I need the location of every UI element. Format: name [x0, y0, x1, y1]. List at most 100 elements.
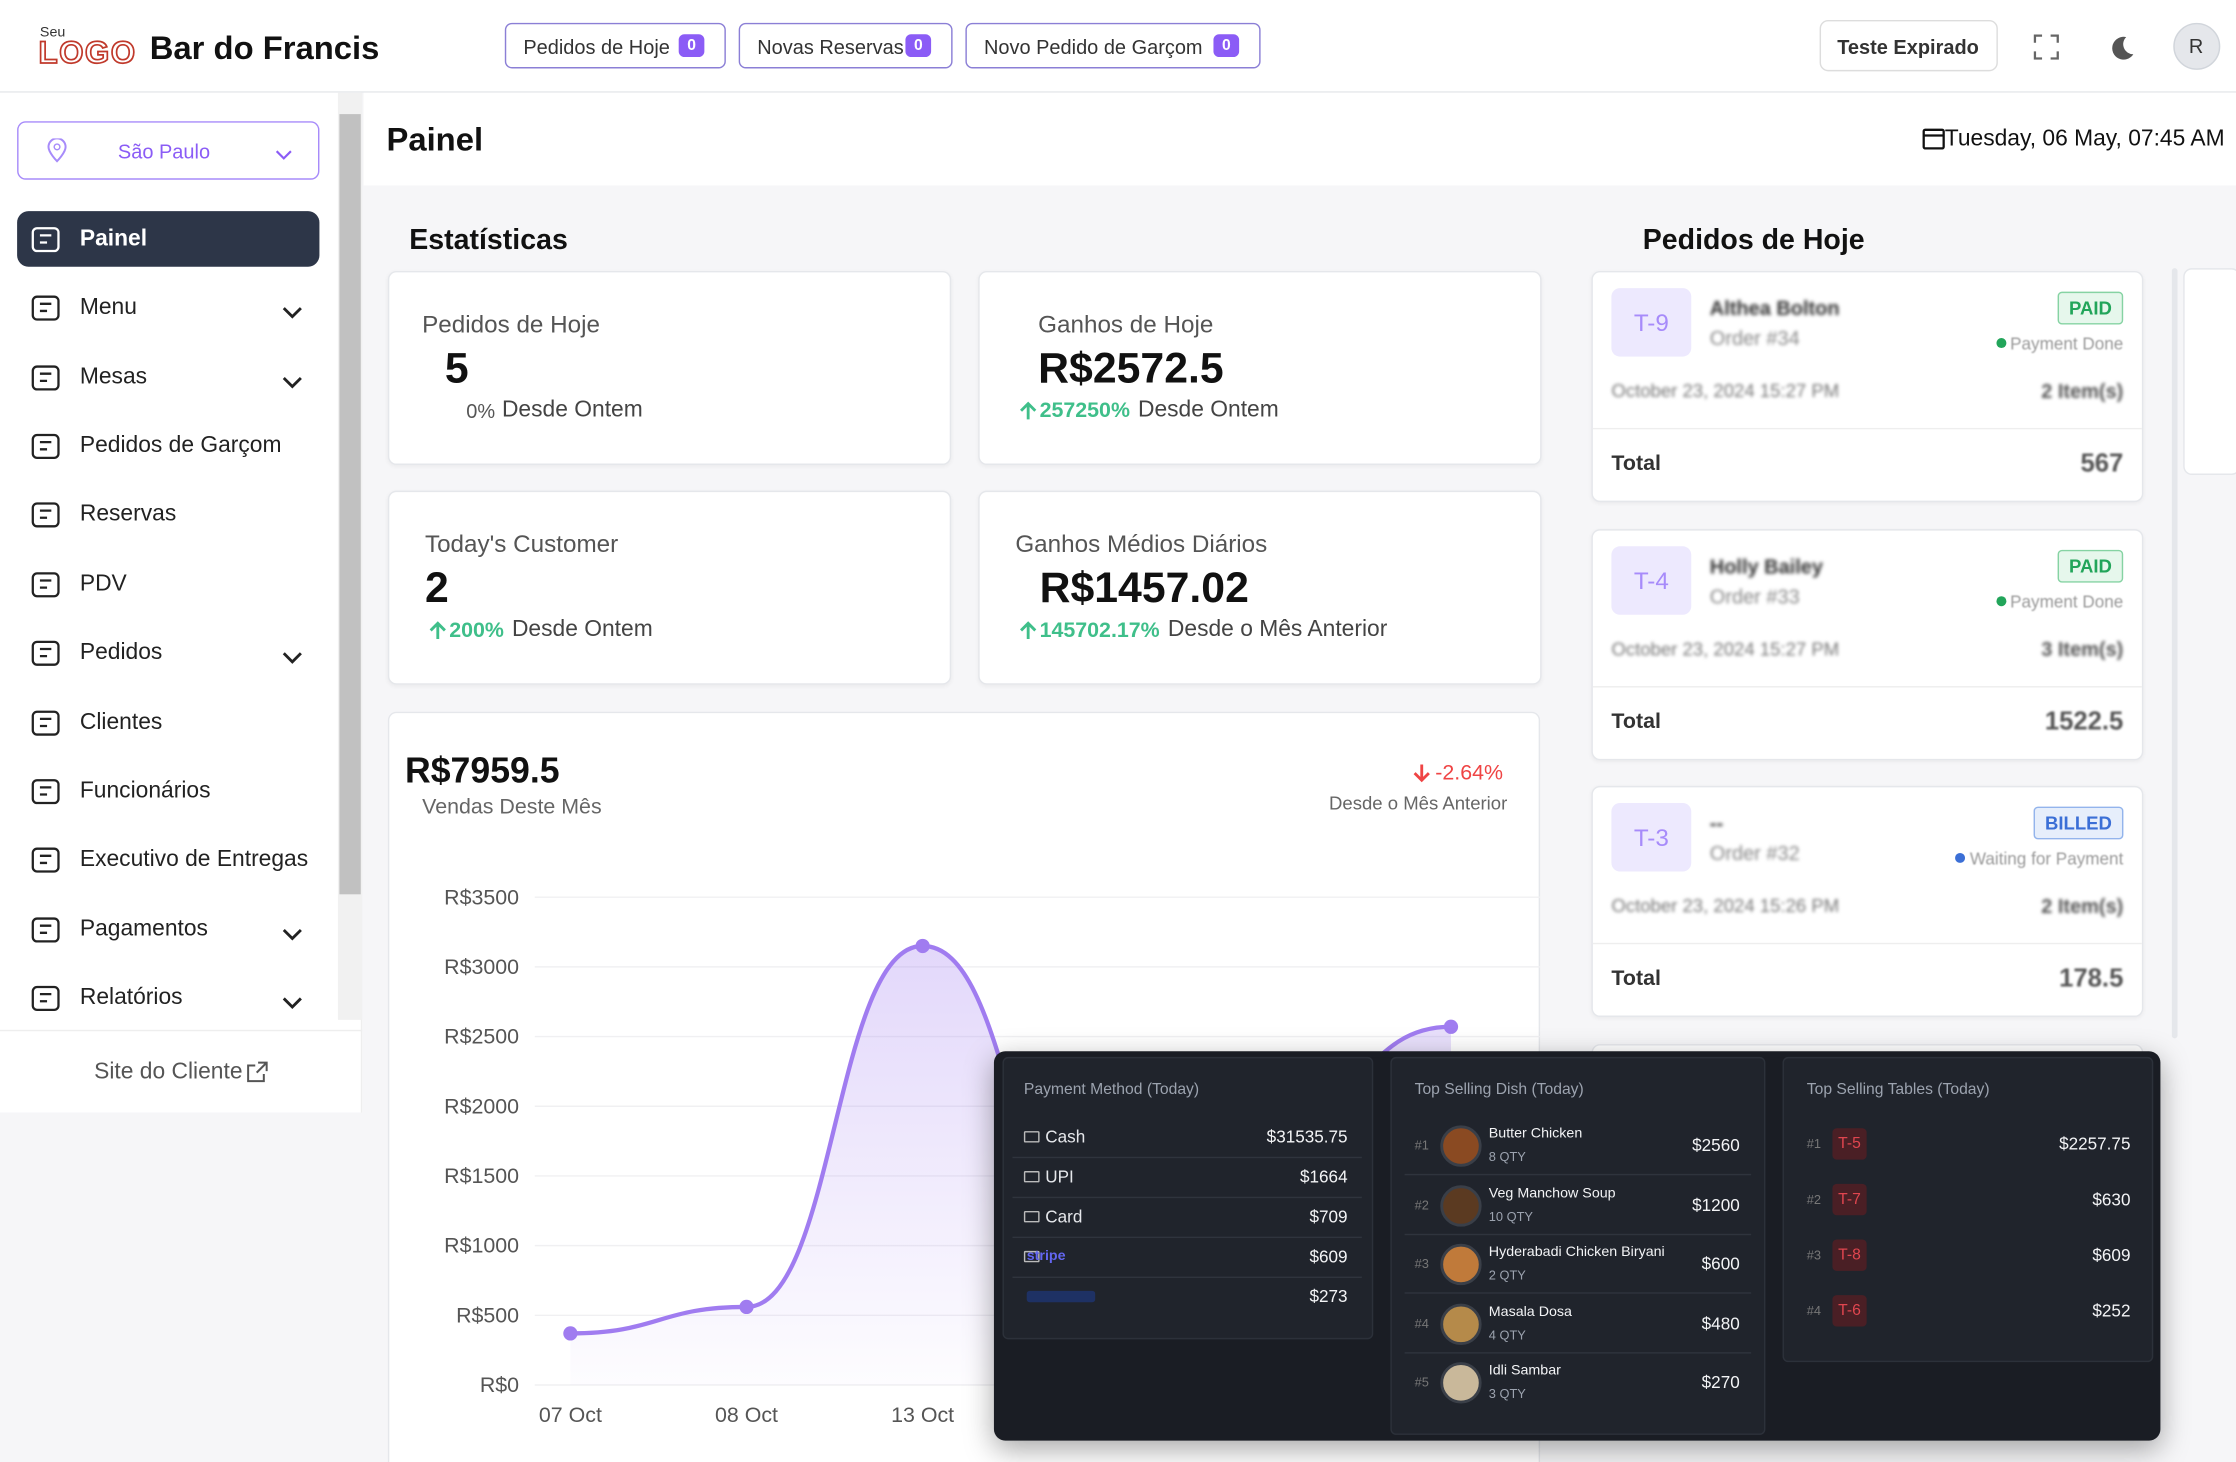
sales-point	[915, 938, 930, 954]
dish-rank: #1	[1414, 1138, 1429, 1153]
chevron-path	[282, 928, 302, 940]
fullscreen-icon[interactable]	[2033, 34, 2060, 60]
nav-icon-shape	[31, 296, 60, 322]
order-total: 178.5	[2059, 964, 2124, 993]
order-number: Order #32	[1709, 842, 1800, 865]
order-total: 567	[2080, 448, 2124, 478]
nav-active-bg[interactable]	[17, 211, 320, 267]
payment-icon	[1023, 1171, 1040, 1183]
nav-icon-shape	[31, 985, 60, 1011]
dish-amount: $600	[1701, 1253, 1740, 1274]
stat-value: R$1457.02	[1039, 564, 1249, 612]
external-link-icon	[245, 1061, 268, 1084]
payment-name: UPI	[1045, 1166, 1074, 1187]
order-status: PAID	[2057, 549, 2124, 583]
dish-name: Veg Manchow Soup	[1488, 1185, 1616, 1201]
nav-item[interactable]: Pedidos de Garçom	[79, 433, 282, 458]
nav-icon-glyph	[31, 640, 60, 667]
location-label: São Paulo	[117, 139, 211, 163]
nav-item[interactable]: Executivo de Entregas	[79, 847, 309, 872]
nav-item[interactable]: Reservas	[79, 502, 177, 527]
nav-item[interactable]: Pagamentos	[79, 916, 208, 941]
nav-item[interactable]: Clientes	[79, 709, 163, 734]
nav-item[interactable]: PDV	[79, 571, 127, 596]
table-amount: $252	[2092, 1300, 2131, 1321]
location-chevron	[275, 143, 292, 160]
dish-rank: #3	[1414, 1256, 1429, 1271]
nav-item[interactable]: Funcionários	[79, 778, 211, 803]
payment-name: Card	[1045, 1206, 1083, 1227]
nav-item[interactable]: Menu	[79, 295, 137, 321]
arrow-up	[429, 620, 446, 640]
dish-qty: 3 QTY	[1488, 1386, 1526, 1401]
order-table-badge	[1611, 288, 1692, 357]
order-total-label: Total	[1611, 966, 1661, 992]
order-divider	[1592, 685, 2142, 688]
order-items: 2 Item(s)	[2041, 894, 2124, 918]
nav-chevron	[282, 922, 302, 940]
payment-icon	[1023, 1131, 1040, 1143]
nav-icon	[30, 500, 61, 531]
chevron-path	[282, 376, 302, 389]
payment-divider	[1012, 1196, 1362, 1199]
nav-icon-glyph	[31, 502, 60, 529]
dish-divider	[1404, 1292, 1752, 1294]
nav-chevron-glyph	[282, 928, 302, 940]
nav-icon	[30, 224, 61, 255]
dish-rank: #4	[1414, 1315, 1429, 1331]
payment-icon	[1023, 1210, 1040, 1223]
nav-icon	[30, 569, 61, 600]
dish-thumb	[1440, 1302, 1482, 1345]
nav-icon-glyph	[31, 296, 60, 322]
external-link-icon-glyph	[247, 1061, 268, 1083]
payment-panel	[1002, 1056, 1374, 1340]
payment-amount: $609	[1309, 1246, 1348, 1267]
order-payment-dot	[1955, 853, 1966, 864]
arrow-path	[1020, 621, 1037, 640]
avatar[interactable]	[2173, 22, 2221, 70]
nav-item[interactable]: Painel	[79, 226, 148, 252]
header-button-label: Novo Pedido de Garçom	[983, 35, 1203, 59]
location-icon	[47, 137, 67, 163]
stat-note: Desde o Mês Anterior	[1167, 617, 1388, 642]
order-date: October 23, 2024 15:27 PM	[1611, 380, 1840, 402]
location-select[interactable]	[17, 121, 320, 180]
customer-site-link[interactable]: Site do Cliente	[94, 1059, 243, 1085]
stat-note: Desde Ontem	[1137, 397, 1279, 423]
nav-item[interactable]: Pedidos	[79, 640, 163, 665]
payment-amount: $273	[1309, 1286, 1348, 1307]
header-button-label: Pedidos de Hoje	[523, 35, 670, 59]
y-tick-label: R$3000	[444, 955, 519, 979]
nav-icon-shape	[31, 847, 60, 873]
nav-icon	[30, 845, 61, 876]
header-button-count: 0	[905, 34, 932, 58]
chevron-path	[282, 997, 302, 1009]
nav-item[interactable]: Mesas	[79, 364, 148, 389]
nav-icon	[30, 776, 61, 807]
order-payment-dot	[1996, 595, 2007, 606]
y-tick-label: R$1000	[444, 1234, 519, 1258]
orders-next-panel	[2183, 268, 2236, 475]
nav-icon	[30, 638, 61, 669]
nav-item[interactable]: Relatórios	[79, 985, 183, 1010]
fullscreen-path	[2033, 34, 2059, 60]
nav-icon-detail	[39, 510, 52, 520]
dish-rank: #2	[1414, 1197, 1429, 1212]
stat-label: Today's Customer	[424, 530, 619, 558]
order-customer: Holly Bailey	[1709, 554, 1823, 578]
trial-button[interactable]	[1819, 19, 1998, 72]
theme-icon[interactable]	[2109, 34, 2135, 60]
nav-icon-detail	[39, 234, 52, 244]
order-status: PAID	[2057, 291, 2124, 325]
nav-icon-shape	[31, 502, 60, 529]
arrow-up	[1020, 401, 1037, 421]
tables-title: Top Selling Tables (Today)	[1806, 1081, 1990, 1099]
nav-chevron-glyph	[282, 376, 302, 389]
nav-icon-glyph	[31, 434, 60, 460]
nav-chevron-glyph	[282, 307, 302, 320]
header-button[interactable]	[965, 22, 1261, 69]
x-tick-label: 13 Oct	[891, 1403, 954, 1427]
dish-divider	[1404, 1173, 1752, 1176]
stat-change: 200%	[449, 618, 504, 643]
header-button-label: Novas Reservas	[757, 35, 904, 59]
